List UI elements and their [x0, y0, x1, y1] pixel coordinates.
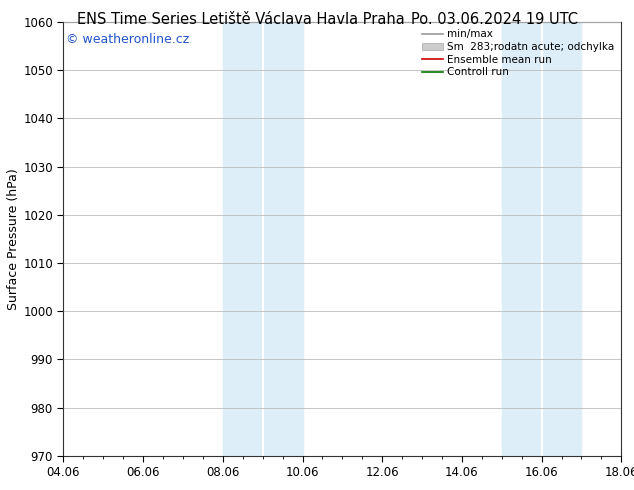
- Text: ENS Time Series Letiště Václava Havla Praha: ENS Time Series Letiště Václava Havla Pr…: [77, 12, 404, 27]
- Bar: [501, 22, 541, 456]
- Bar: [541, 22, 581, 456]
- Bar: [223, 22, 262, 456]
- Y-axis label: Surface Pressure (hPa): Surface Pressure (hPa): [8, 168, 20, 310]
- Text: © weatheronline.cz: © weatheronline.cz: [66, 33, 190, 46]
- Bar: [262, 22, 302, 456]
- Legend: min/max, Sm  283;rodatn acute; odchylka, Ensemble mean run, Controll run: min/max, Sm 283;rodatn acute; odchylka, …: [420, 27, 616, 79]
- Text: Po. 03.06.2024 19 UTC: Po. 03.06.2024 19 UTC: [411, 12, 578, 27]
